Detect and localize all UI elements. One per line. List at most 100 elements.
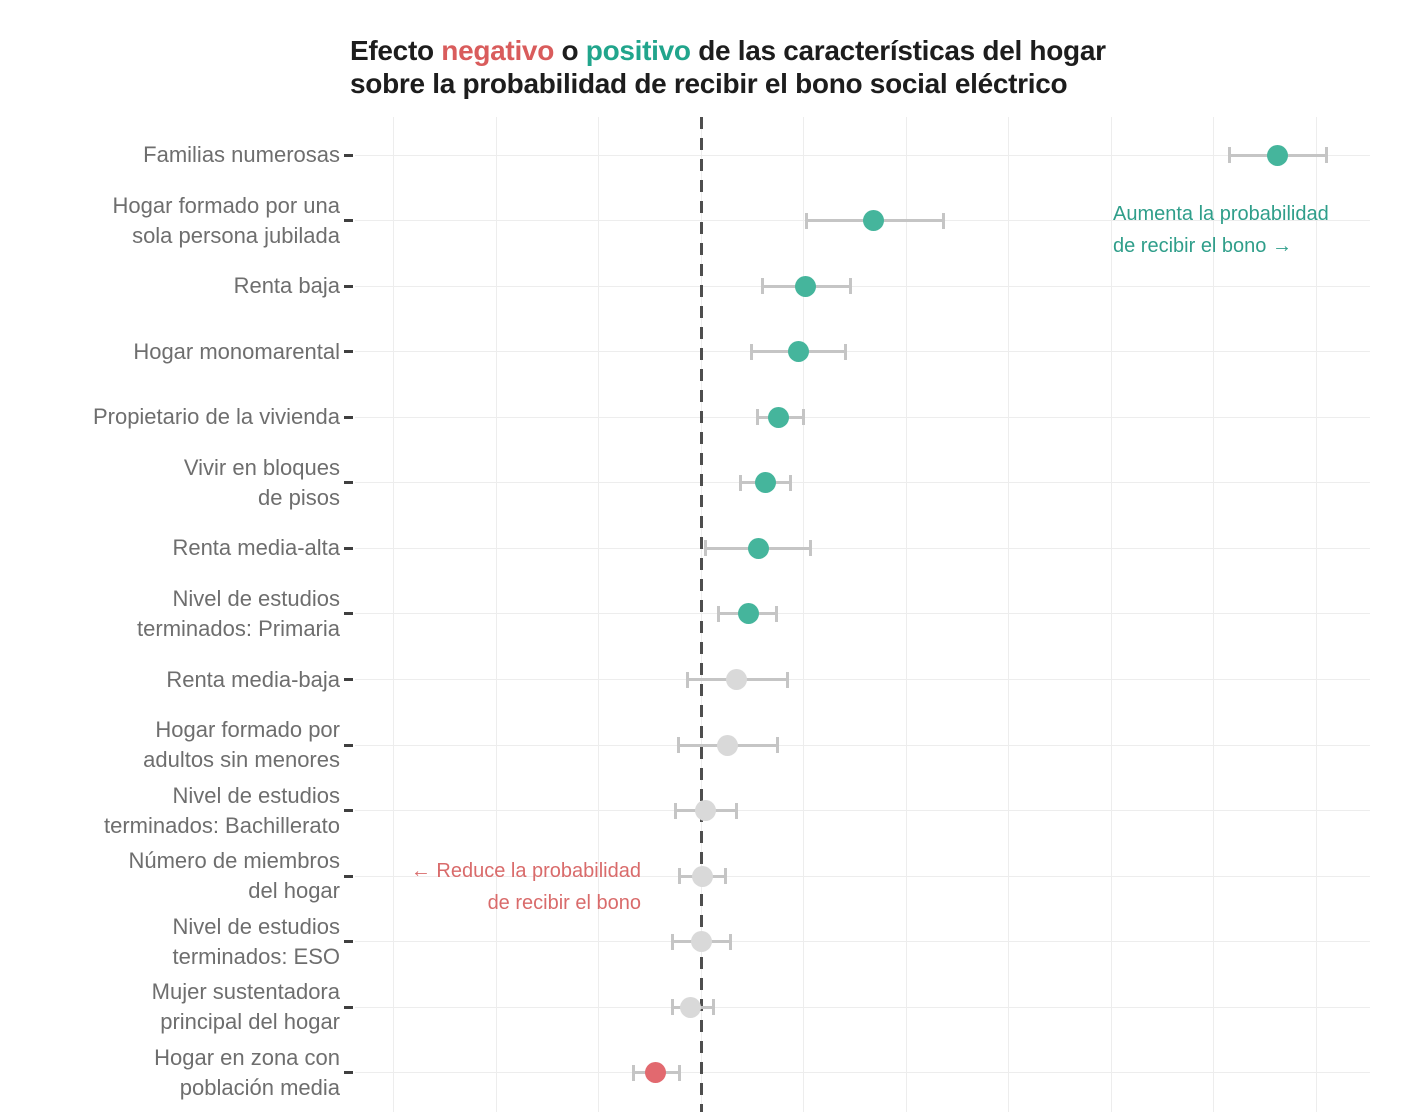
gridline-horizontal [355,679,1370,681]
data-point [862,210,884,232]
error-bar-cap-right [776,737,780,754]
error-bar-cap-right [677,1064,681,1081]
category-label: Número de miembros del hogar [128,846,340,906]
data-point [795,275,817,297]
gridline-horizontal [355,941,1370,943]
category-label-line: de pisos [258,484,340,510]
data-point [1266,144,1288,166]
error-bar-cap-left [755,409,759,426]
error-bar-cap-left [673,802,677,819]
category-label-line: Nivel de estudios [172,782,340,808]
category-label-line: terminados: Primaria [137,615,340,641]
category-label: Renta baja [234,271,340,301]
error-bar-cap-right [1324,147,1328,163]
chart-title-line-2: sobre la probabilidad de recibir el bono… [350,68,1068,99]
axis-tick [344,415,353,419]
gridline-horizontal [355,613,1370,615]
category-label-line: del hogar [248,878,340,904]
title-part-0: Efecto [350,35,442,66]
zero-reference-line [699,117,703,1112]
axis-tick [344,1005,353,1009]
category-label-line: Hogar en zona con [154,1044,340,1070]
category-label-line: población media [179,1074,340,1100]
category-label-line: Nivel de estudios [172,585,340,611]
category-label: Hogar en zona con población media [154,1043,340,1103]
gridline-vertical [803,117,804,1112]
gridline-horizontal [355,810,1370,812]
gridline-horizontal [355,744,1370,746]
data-point [726,669,748,691]
data-point [768,406,790,428]
category-label-line: principal del hogar [160,1009,340,1035]
gridline-vertical [905,117,907,1112]
axis-tick [344,940,353,944]
data-point [680,996,702,1018]
axis-tick [344,678,353,682]
category-label-line: Mujer sustentadora [151,979,340,1005]
data-point [691,865,713,887]
category-label-line: sola persona jubilada [132,222,340,248]
data-point [747,537,769,559]
category-label-line: Renta media-baja [166,666,340,692]
axis-tick [344,350,353,354]
data-point [645,1062,667,1084]
category-label: Renta media-baja [166,665,340,695]
data-point [717,734,739,756]
error-bar-cap-left [676,737,680,754]
gridline-vertical [1315,117,1317,1112]
data-point [694,800,716,822]
gridline-horizontal [355,482,1370,484]
gridline-horizontal [355,875,1370,877]
error-bar-cap-left [686,671,690,688]
category-label-line: terminados: ESO [172,943,340,969]
category-label: Hogar formado por adultos sin menores [143,715,340,775]
error-bar-cap-right [844,343,848,360]
category-label: Hogar monomarental [133,337,340,367]
error-bar-cap-right [775,605,779,622]
title-part-1: negativo [441,35,554,66]
gridline-vertical [393,117,394,1112]
error-bar-cap-left [703,540,707,557]
category-label: Renta media-alta [172,533,340,563]
axis-tick [344,743,353,747]
axis-tick [344,809,353,813]
title-part-2: o [554,35,586,66]
category-label-line: Nivel de estudios [172,913,340,939]
error-bar-cap-left [749,343,753,360]
error-bar-cap-left [739,474,743,491]
error-bar-cap-left [677,868,681,885]
category-label-line: terminados: Bachillerato [103,812,340,838]
error-bar-cap-right [785,671,789,688]
data-point [755,472,777,494]
category-label: Hogar formado por una sola persona jubila… [113,191,340,251]
category-label: Vivir en bloques de pisos [184,453,340,513]
axis-tick [344,481,353,485]
axis-tick [344,874,353,878]
error-bar-cap-right [942,212,946,229]
category-label-line: Hogar formado por [155,717,340,743]
annotation-reduce-probability: ← Reduce la probabilidad de recibir el b… [410,860,641,914]
category-label: Nivel de estudios terminados: Bachillerat… [104,781,340,841]
axis-tick [344,284,353,288]
category-label: Propietario de la vivienda [93,402,340,432]
category-label-line: Renta baja [233,273,340,299]
gridline-horizontal [355,154,1370,156]
category-label-line: Número de miembros [128,848,340,874]
category-label-line: Propietario de la vivienda [92,404,340,430]
category-label-line: Familias numerosas [143,142,340,167]
axis-tick [344,153,353,157]
error-bar-cap-right [788,474,792,491]
chart-title-line-1: Efecto negativo o positivo de las caract… [350,34,1106,67]
error-bar-cap-right [724,868,728,885]
error-bar-cap-left [670,999,674,1016]
category-label: Mujer sustentadora principal del hogar [152,977,340,1037]
axis-tick [344,1071,353,1075]
error-bar-cap-left [670,933,674,950]
category-label-line: Vivir en bloques [183,454,340,480]
error-bar-cap-right [735,802,739,819]
category-label: Nivel de estudios terminados: Primaria [137,584,340,644]
annotation-increase-probability: Aumenta la probabilidad de recibir el bo… [1113,203,1329,257]
category-label-line: Renta media-alta [172,535,340,561]
gridline-vertical [495,117,497,1112]
